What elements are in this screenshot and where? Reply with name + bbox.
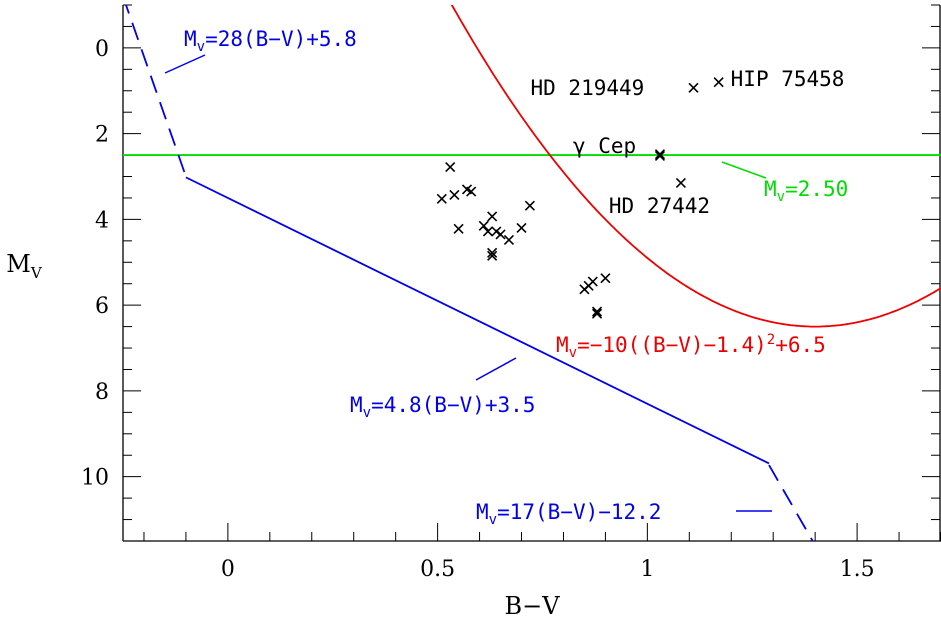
star-marker [436, 193, 447, 204]
star-marker [591, 308, 603, 319]
star-marker [487, 211, 498, 222]
equation-label: Mv​=−10((B−V)−1.4)2​+6.5 [556, 332, 826, 361]
annotations: HD 219449 HIP 75458 γ Cep HD 27442 Mv​=2.50 M… [164, 27, 848, 528]
y-tick-label: 10 [81, 466, 109, 491]
star-marker [600, 273, 611, 284]
x-tick-label: 0.5 [420, 557, 455, 582]
x-tick-label: 1 [640, 557, 654, 582]
star-marker [495, 229, 506, 240]
star-name-label: HD 27442 [609, 194, 710, 218]
star-marker [713, 77, 724, 88]
star-name-label: HIP 75458 [731, 67, 845, 91]
star-marker [587, 276, 598, 287]
equation-label: Mv​=28(B−V)+5.8 [184, 27, 357, 55]
star-name-label: HD 219449 [531, 76, 645, 100]
star-marker [478, 220, 489, 231]
equation-leader-line [475, 357, 517, 381]
star-marker [466, 186, 477, 197]
x-tick-label: 0 [221, 557, 235, 582]
star-marker [654, 150, 666, 162]
y-axis-title: MV [6, 250, 43, 282]
star-marker [482, 226, 494, 237]
model-curves [123, 5, 941, 541]
y-tick-label: 0 [95, 37, 109, 62]
star-points [436, 77, 724, 319]
star-marker [524, 200, 535, 211]
x-axis-title: B−V [504, 592, 560, 620]
equation-label: Mv​=4.8(B−V)+3.5 [350, 393, 535, 421]
equation-label: Mv​=17(B−V)−12.2 [476, 500, 661, 528]
star-marker [491, 226, 502, 237]
star-marker [487, 247, 498, 258]
star-marker [688, 82, 699, 93]
star-marker [445, 162, 456, 173]
star-marker [453, 223, 464, 234]
y-tick-label: 4 [95, 208, 109, 233]
star-marker [449, 189, 460, 201]
curve-linear [768, 464, 814, 541]
star-marker [503, 234, 514, 246]
equation-label: Mv​=2.50 [764, 177, 848, 205]
curve-linear [125, 5, 187, 177]
star-name-label: γ Cep [573, 134, 636, 158]
star-marker [591, 306, 603, 317]
equation-leader-line [721, 161, 767, 179]
y-tick-label: 6 [95, 294, 109, 319]
y-tick-label: 8 [95, 380, 109, 405]
curve-linear [185, 176, 770, 465]
star-marker [675, 177, 686, 189]
y-tick-label: 2 [95, 123, 109, 148]
equation-leader-line [164, 54, 206, 74]
plot-axes: 0 0.5 1 1.5 0 2 4 6 8 10 [81, 4, 941, 582]
star-marker [487, 250, 498, 261]
x-tick-label: 1.5 [840, 557, 875, 582]
curve-parabola [450, 5, 941, 328]
star-marker [516, 222, 527, 234]
star-marker [654, 149, 666, 160]
